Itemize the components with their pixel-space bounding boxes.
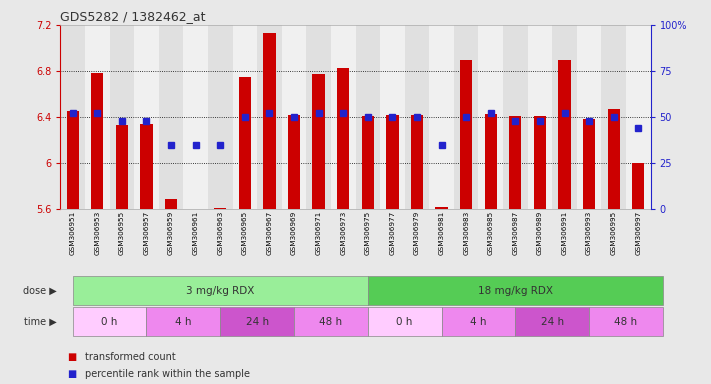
Text: 0 h: 0 h	[102, 316, 118, 327]
Text: dose ▶: dose ▶	[23, 286, 57, 296]
Bar	[214, 208, 226, 209]
Bar	[356, 25, 380, 209]
Bar	[239, 77, 251, 209]
Text: 0 h: 0 h	[397, 316, 413, 327]
Text: 24 h: 24 h	[540, 316, 564, 327]
Bar	[503, 25, 528, 209]
Text: percentile rank within the sample: percentile rank within the sample	[85, 369, 250, 379]
Bar	[282, 25, 306, 209]
Bar	[67, 111, 79, 209]
Bar	[263, 33, 276, 209]
Text: ■: ■	[68, 369, 77, 379]
Bar	[60, 25, 85, 209]
Bar	[208, 25, 232, 209]
Bar	[460, 60, 472, 209]
Bar	[626, 25, 651, 209]
Bar	[312, 74, 325, 209]
Bar	[552, 25, 577, 209]
Text: 4 h: 4 h	[175, 316, 192, 327]
Text: 48 h: 48 h	[614, 316, 638, 327]
Text: time ▶: time ▶	[24, 316, 57, 327]
Bar	[429, 25, 454, 209]
Bar	[454, 25, 479, 209]
Bar	[602, 25, 626, 209]
Bar	[411, 115, 423, 209]
Bar	[577, 25, 602, 209]
Bar	[257, 25, 282, 209]
Bar	[509, 116, 521, 209]
Bar	[386, 115, 399, 209]
Text: 3 mg/kg RDX: 3 mg/kg RDX	[186, 286, 255, 296]
Bar	[380, 25, 405, 209]
Text: 18 mg/kg RDX: 18 mg/kg RDX	[478, 286, 553, 296]
Text: 4 h: 4 h	[470, 316, 487, 327]
Text: transformed count: transformed count	[85, 352, 176, 362]
Text: 48 h: 48 h	[319, 316, 343, 327]
Bar	[479, 25, 503, 209]
Bar	[159, 25, 183, 209]
Bar	[485, 114, 497, 209]
Text: GDS5282 / 1382462_at: GDS5282 / 1382462_at	[60, 10, 206, 23]
Bar	[331, 25, 356, 209]
Bar	[607, 109, 620, 209]
Bar	[534, 116, 546, 209]
Bar	[232, 25, 257, 209]
Bar	[583, 119, 595, 209]
Text: 24 h: 24 h	[245, 316, 269, 327]
Bar	[632, 163, 644, 209]
Bar	[183, 25, 208, 209]
Text: ■: ■	[68, 352, 77, 362]
Bar	[140, 124, 153, 209]
Bar	[337, 68, 349, 209]
Bar	[85, 25, 109, 209]
Bar	[109, 25, 134, 209]
Bar	[558, 60, 571, 209]
Bar	[165, 199, 177, 209]
Bar	[435, 207, 448, 209]
Bar	[134, 25, 159, 209]
Bar	[405, 25, 429, 209]
Bar	[288, 115, 300, 209]
Bar	[306, 25, 331, 209]
Bar	[362, 116, 374, 209]
Bar	[528, 25, 552, 209]
Bar	[116, 125, 128, 209]
Bar	[91, 73, 104, 209]
